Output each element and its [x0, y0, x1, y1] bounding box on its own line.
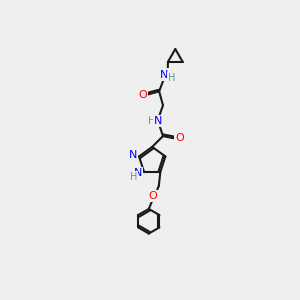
Text: O: O	[139, 89, 147, 100]
Text: O: O	[148, 191, 157, 201]
Text: N: N	[129, 150, 137, 160]
Text: N: N	[154, 116, 163, 126]
Text: H: H	[168, 73, 175, 82]
Text: H: H	[148, 116, 155, 126]
Text: O: O	[176, 134, 184, 143]
Text: H: H	[130, 172, 137, 182]
Text: N: N	[134, 169, 142, 178]
Text: N: N	[160, 70, 169, 80]
